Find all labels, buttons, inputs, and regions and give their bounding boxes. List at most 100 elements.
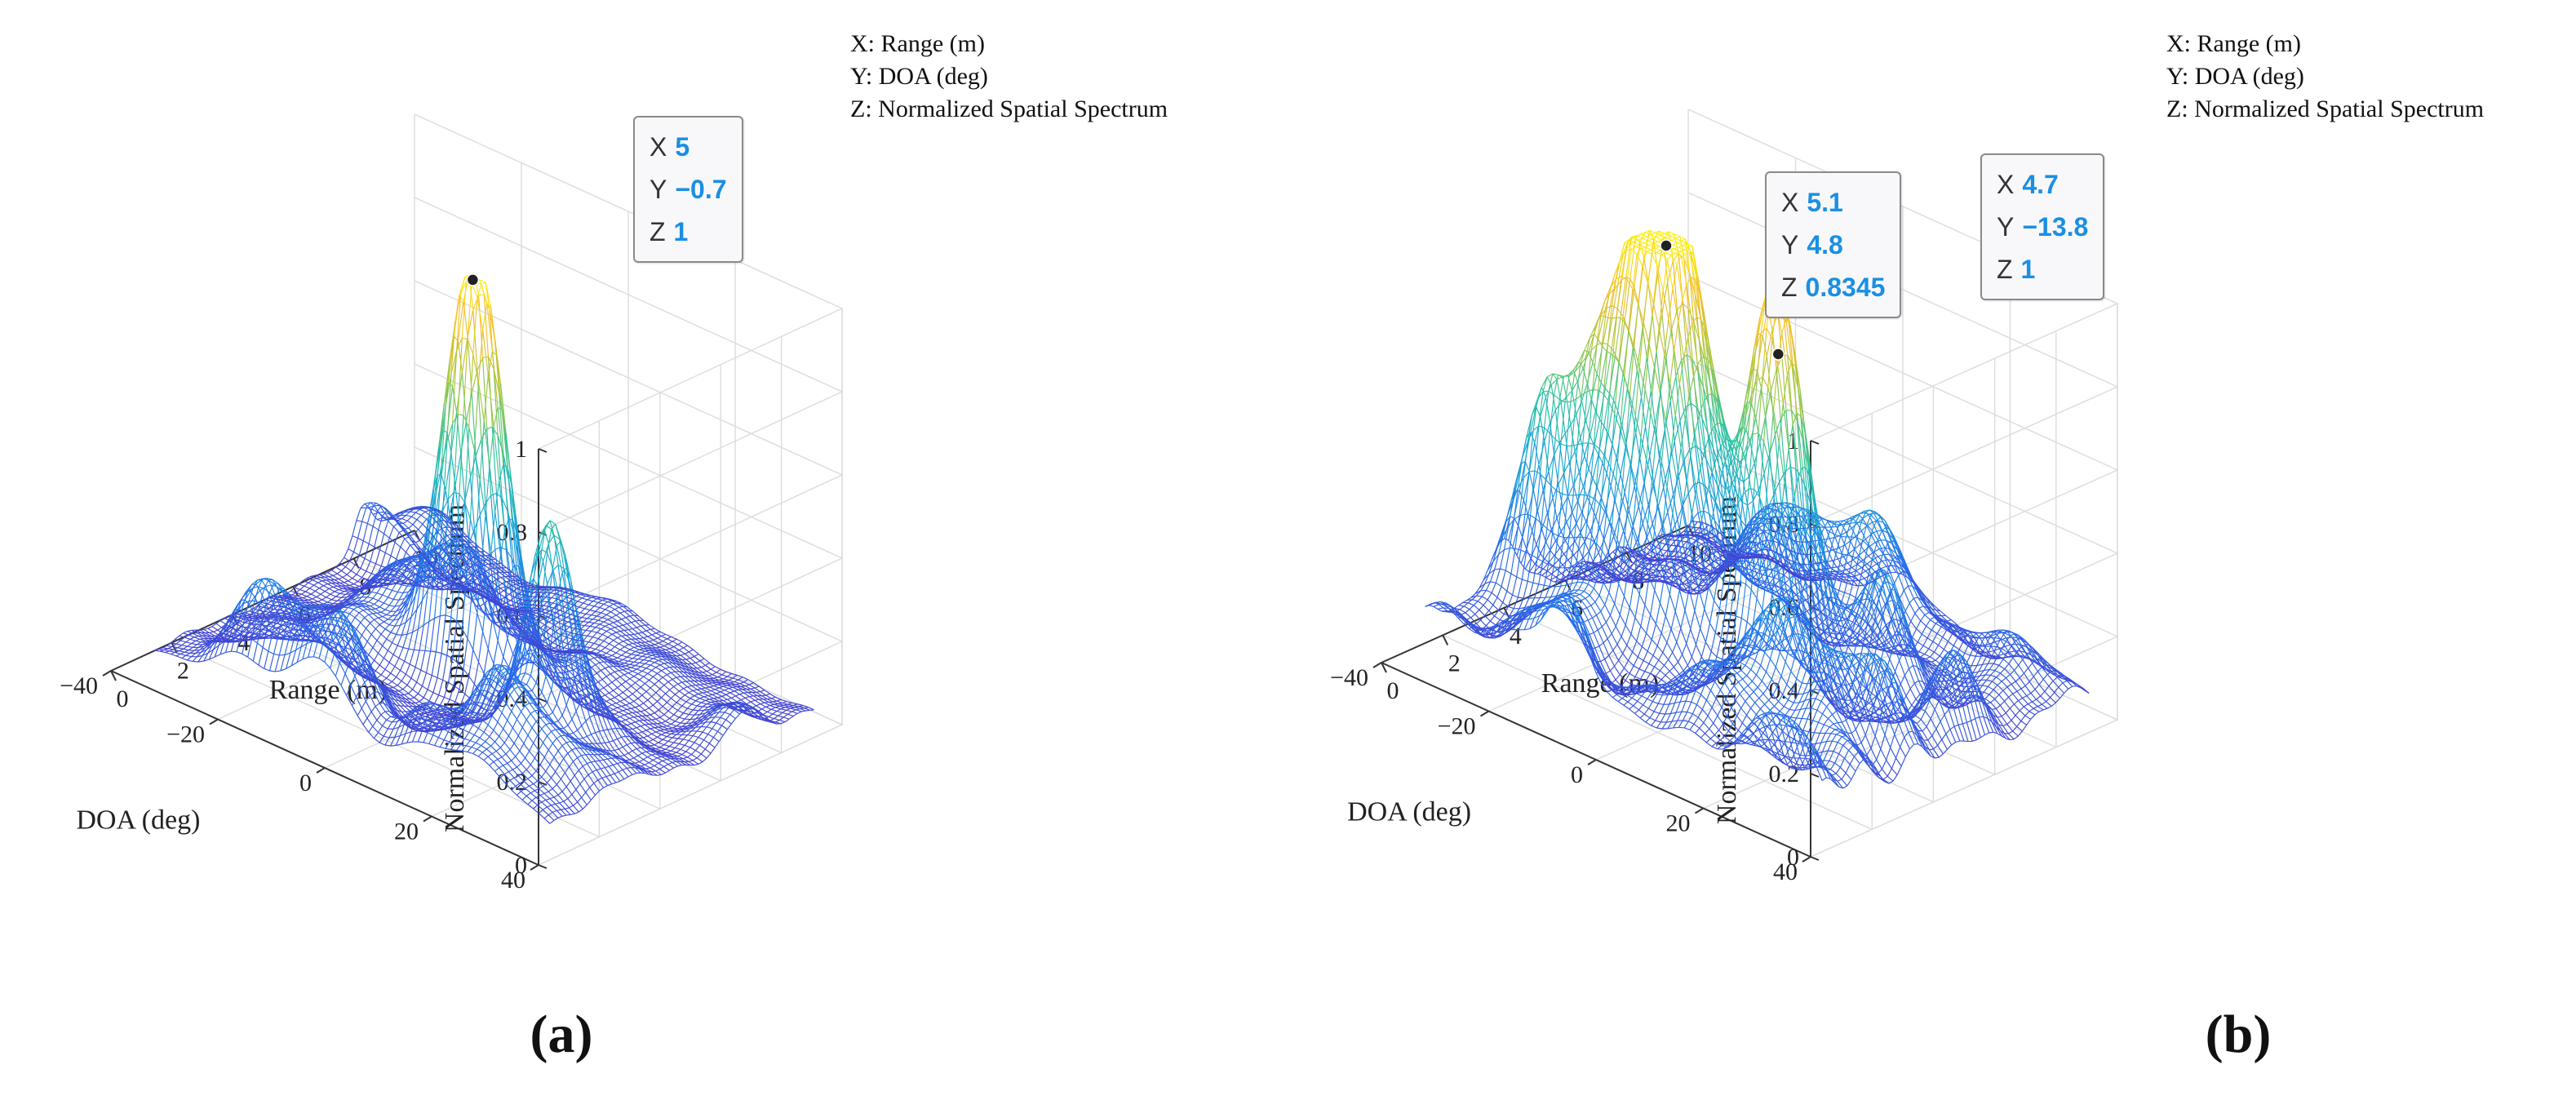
mesh-segment: [467, 595, 472, 639]
mesh-segment: [344, 548, 349, 558]
mesh-segment: [431, 651, 437, 676]
mesh-segment: [650, 744, 655, 747]
grid-y-4: [538, 308, 843, 866]
mesh-segment: [712, 730, 718, 738]
mesh-segment: [614, 712, 619, 715]
mesh-segment: [596, 612, 601, 617]
mesh-segment: [515, 783, 521, 787]
mesh-segment: [549, 624, 555, 629]
mesh-segment: [605, 643, 610, 648]
mesh-segment: [623, 776, 629, 780]
mesh-segment: [493, 721, 499, 731]
mesh-segment: [301, 591, 306, 595]
mesh-segment: [398, 530, 404, 534]
mesh-segment: [563, 725, 569, 730]
mesh-segment: [183, 648, 189, 651]
mesh-segment: [599, 708, 605, 712]
mesh-segment: [380, 711, 386, 716]
mesh-segment: [398, 647, 404, 659]
mesh-segment: [601, 652, 607, 656]
mesh-segment: [370, 706, 376, 712]
mesh-segment: [354, 612, 360, 619]
mesh-segment: [424, 621, 430, 651]
mesh-segment: [553, 750, 559, 758]
mesh-segment: [296, 646, 302, 663]
mesh-segment: [533, 804, 539, 810]
mesh-segment: [691, 700, 696, 705]
mesh-segment: [418, 741, 424, 743]
mesh-segment: [525, 657, 530, 661]
mesh-segment: [368, 597, 374, 603]
mesh-segment: [614, 670, 619, 672]
mesh-segment: [601, 668, 605, 672]
mesh-segment: [346, 570, 352, 575]
mesh-segment: [643, 636, 648, 639]
mesh-segment: [721, 719, 727, 726]
mesh-segment: [330, 624, 336, 633]
mesh-segment: [641, 668, 647, 672]
mesh-segment: [530, 655, 536, 676]
mesh-segment: [595, 662, 601, 666]
mesh-segment: [539, 605, 544, 610]
mesh-segment: [362, 597, 368, 601]
mesh-segment: [390, 744, 397, 747]
mesh-segment: [745, 696, 750, 699]
mesh-segment: [563, 643, 569, 649]
mesh-segment: [460, 453, 466, 501]
mesh-segment: [390, 606, 396, 612]
mesh-segment: [650, 712, 655, 716]
mesh-segment: [531, 682, 537, 691]
mesh-segment: [662, 702, 667, 708]
mesh-segment: [595, 730, 600, 734]
mesh-segment: [317, 599, 322, 602]
mesh-segment: [553, 721, 559, 723]
mesh-segment: [453, 663, 459, 686]
mesh-segment: [699, 696, 704, 699]
mesh-segment: [607, 757, 612, 760]
mesh-segment: [509, 565, 515, 574]
mesh-segment: [662, 674, 667, 678]
mesh-segment: [373, 732, 379, 739]
mesh-segment: [433, 737, 440, 746]
mesh-segment: [624, 610, 629, 612]
mesh-segment: [512, 642, 518, 654]
mesh-segment: [665, 770, 670, 774]
mesh-segment: [714, 687, 720, 690]
mesh-segment: [435, 615, 441, 652]
mesh-segment: [383, 650, 388, 659]
mesh-segment: [641, 630, 647, 633]
mesh-segment: [401, 622, 406, 636]
mesh-segment: [633, 716, 638, 718]
mesh-segment: [635, 649, 640, 652]
mesh-segment: [481, 745, 487, 750]
mesh-segment: [442, 441, 448, 511]
mesh-segment: [721, 694, 726, 697]
mesh-segment: [392, 721, 398, 730]
mesh-segment: [375, 664, 380, 672]
mesh-segment: [543, 818, 551, 824]
mesh-segment: [268, 650, 274, 654]
mesh-segment: [734, 679, 739, 683]
mesh-segment: [657, 697, 662, 703]
mesh-segment: [725, 692, 731, 695]
mesh-segment: [627, 693, 633, 698]
mesh-segment: [706, 690, 712, 693]
mesh-segment: [578, 765, 583, 771]
mesh-segment: [561, 705, 567, 716]
mesh-segment: [587, 761, 592, 765]
mesh-segment: [258, 664, 265, 669]
mesh-segment: [595, 645, 601, 650]
mesh-segment: [388, 615, 392, 620]
mesh-segment: [615, 676, 621, 680]
mesh-segment: [561, 612, 566, 616]
mesh-segment: [669, 742, 674, 747]
mesh-segment: [449, 734, 454, 743]
mesh-segment: [376, 674, 382, 679]
y-tick-mark: [530, 864, 539, 871]
mesh-segment: [525, 703, 530, 707]
mesh-segment: [577, 597, 583, 602]
mesh-segment: [379, 658, 384, 666]
mesh-segment: [619, 641, 623, 645]
mesh-segment: [397, 584, 402, 592]
mesh-segment: [450, 743, 456, 750]
